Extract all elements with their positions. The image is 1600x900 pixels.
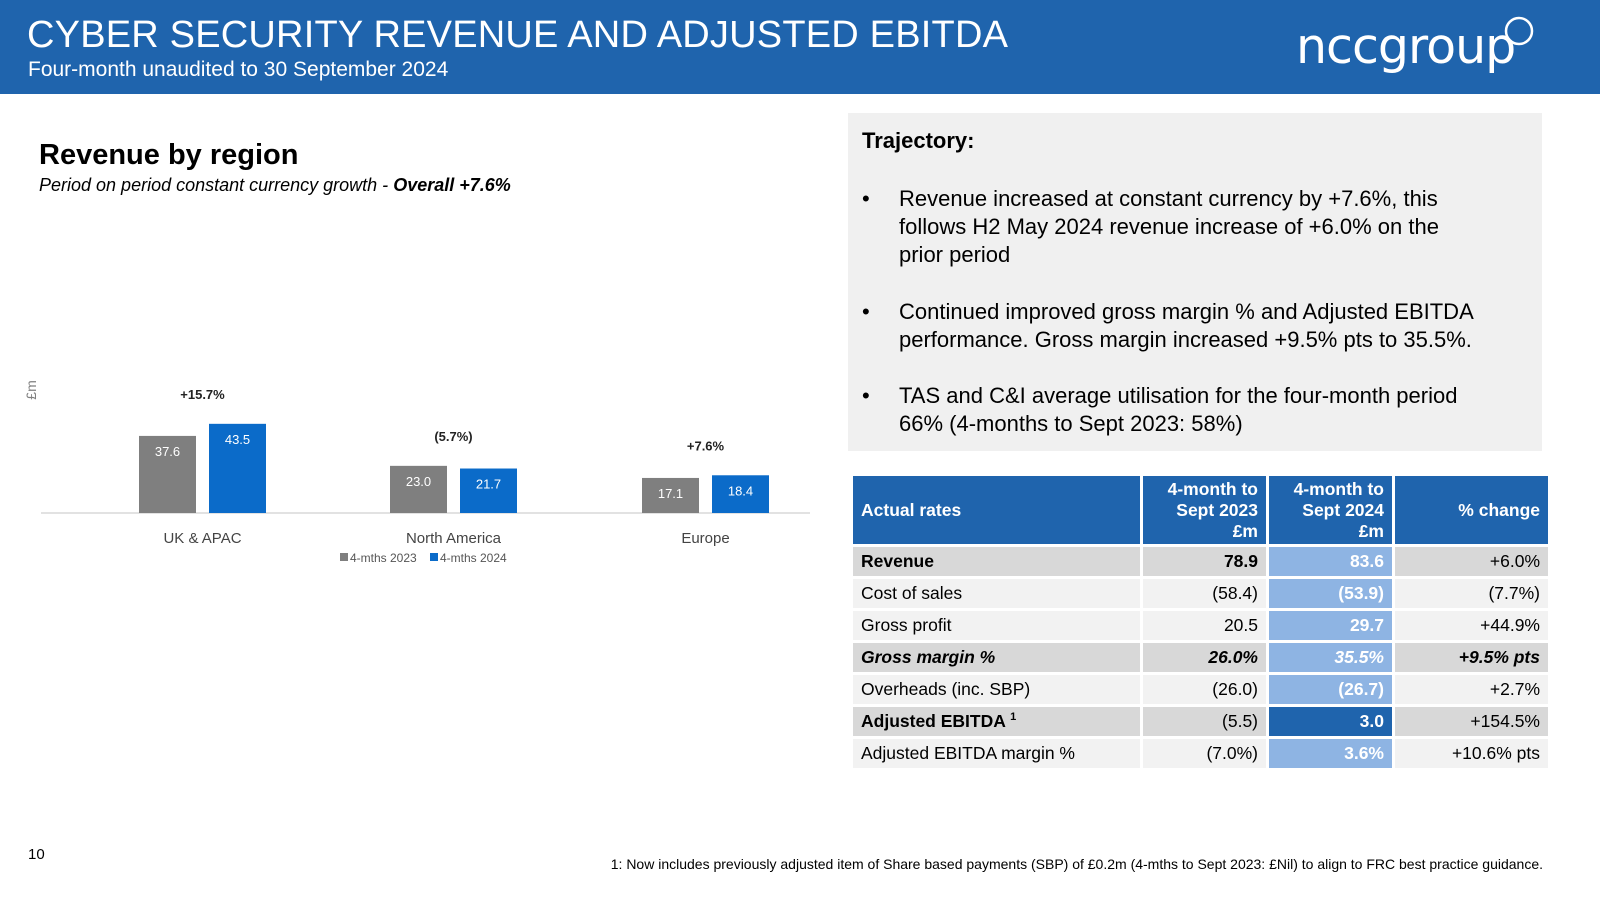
page-subtitle: Four-month unaudited to 30 September 202… xyxy=(28,58,449,81)
cell-2024: (26.7) xyxy=(1269,675,1392,704)
bullet-marker: • xyxy=(862,299,870,324)
category-label: North America xyxy=(406,530,502,547)
bullet-marker: • xyxy=(862,186,870,211)
bar-value-label: 43.5 xyxy=(225,432,250,447)
row-label-cell: Adjusted EBITDA 1 xyxy=(853,707,1140,736)
financial-table: Actual rates 4-month to Sept 2023 £m 4-m… xyxy=(850,473,1551,771)
table-header-row: Actual rates 4-month to Sept 2023 £m 4-m… xyxy=(853,476,1548,544)
bullet-text: Continued improved gross margin % and Ad… xyxy=(899,299,1473,352)
table-header-cell: Actual rates xyxy=(853,476,1140,544)
header-banner: CYBER SECURITY REVENUE AND ADJUSTED EBIT… xyxy=(0,0,1600,94)
cell-2024: 3.6% xyxy=(1269,739,1392,768)
category-label: UK & APAC xyxy=(163,530,241,547)
table-header-cell: % change xyxy=(1395,476,1548,544)
table-row: Overheads (inc. SBP) (26.0) (26.7) +2.7% xyxy=(853,675,1548,704)
bar-value-label: 17.1 xyxy=(658,486,683,501)
row-label: Adjusted EBITDA xyxy=(861,711,1006,731)
row-label: Gross margin % xyxy=(853,643,1140,672)
bar-4-mths-2023-0 xyxy=(139,435,196,513)
trajectory-title: Trajectory: xyxy=(862,128,975,153)
table-row: Adjusted EBITDA 1 (5.5) 3.0 +154.5% xyxy=(853,707,1548,736)
cell-2023: 78.9 xyxy=(1143,547,1266,576)
row-label: Overheads (inc. SBP) xyxy=(853,675,1140,704)
cell-change: +6.0% xyxy=(1395,547,1548,576)
bar-value-label: 21.7 xyxy=(476,477,501,492)
logo-swirl-icon xyxy=(1504,16,1534,46)
growth-label: +7.6% xyxy=(687,438,725,453)
cell-2024: 35.5% xyxy=(1269,643,1392,672)
cell-change: (7.7%) xyxy=(1395,579,1548,608)
cell-change: +44.9% xyxy=(1395,611,1548,640)
growth-label: +15.7% xyxy=(180,387,225,402)
table-row: Gross margin % 26.0% 35.5% +9.5% pts xyxy=(853,643,1548,672)
row-label: Cost of sales xyxy=(853,579,1140,608)
cell-2023: (7.0%) xyxy=(1143,739,1266,768)
cell-2024: 29.7 xyxy=(1269,611,1392,640)
cell-change: +9.5% pts xyxy=(1395,643,1548,672)
chart-y-axis-label: £m xyxy=(23,380,39,399)
bar-4-mths-2024-2 xyxy=(712,475,769,513)
row-label: Adjusted EBITDA margin % xyxy=(853,739,1140,768)
table-header-cell: 4-month to Sept 2024 £m xyxy=(1269,476,1392,544)
bar-value-label: 37.6 xyxy=(155,444,180,459)
revenue-by-region-chart: £m 37.6 43.5 +15.7% UK & APAC 23.0 21.7 (5.7%)… xyxy=(23,380,810,565)
bullet-text: TAS and C&I average utilisation for the … xyxy=(899,383,1458,436)
bullet-marker: • xyxy=(862,383,870,408)
bar-value-label: 18.4 xyxy=(728,483,753,498)
cell-2023: (5.5) xyxy=(1143,707,1266,736)
bar-4-mths-2024-1 xyxy=(460,468,517,513)
cell-change: +2.7% xyxy=(1395,675,1548,704)
cell-2023: (58.4) xyxy=(1143,579,1266,608)
bar-4-mths-2023-1 xyxy=(390,465,447,513)
cell-2024: (53.9) xyxy=(1269,579,1392,608)
cell-2023: 26.0% xyxy=(1143,643,1266,672)
cell-2023: (26.0) xyxy=(1143,675,1266,704)
legend-swatch xyxy=(430,553,438,561)
cell-2023: 20.5 xyxy=(1143,611,1266,640)
page-title: CYBER SECURITY REVENUE AND ADJUSTED EBIT… xyxy=(27,14,1009,56)
row-label: Revenue xyxy=(853,547,1140,576)
legend-label: 4-mths 2023 xyxy=(350,551,417,565)
bar-4-mths-2023-2 xyxy=(642,477,699,513)
logo-text: nccgroup xyxy=(1296,18,1516,75)
table-row: Revenue 78.9 83.6 +6.0% xyxy=(853,547,1548,576)
ncc-group-logo: nccgroup xyxy=(1296,14,1536,84)
footnote: 1: Now includes previously adjusted item… xyxy=(610,856,1543,872)
growth-label: (5.7%) xyxy=(434,429,472,444)
table-row: Cost of sales (58.4) (53.9) (7.7%) xyxy=(853,579,1548,608)
legend-label: 4-mths 2024 xyxy=(440,551,507,565)
table-header-cell: 4-month to Sept 2023 £m xyxy=(1143,476,1266,544)
revenue-subtitle-text: Period on period constant currency growt… xyxy=(39,175,394,195)
row-label: Gross profit xyxy=(853,611,1140,640)
legend-swatch xyxy=(340,553,348,561)
table-row: Adjusted EBITDA margin % (7.0%) 3.6% +10… xyxy=(853,739,1548,768)
cell-2024: 83.6 xyxy=(1269,547,1392,576)
cell-2024: 3.0 xyxy=(1269,707,1392,736)
page-number: 10 xyxy=(28,846,45,863)
bullet-text: Revenue increased at constant currency b… xyxy=(899,186,1439,267)
cell-change: +10.6% pts xyxy=(1395,739,1548,768)
cell-change: +154.5% xyxy=(1395,707,1548,736)
table-row: Gross profit 20.5 29.7 +44.9% xyxy=(853,611,1548,640)
revenue-title: Revenue by region xyxy=(39,139,299,171)
revenue-subtitle: Period on period constant currency growt… xyxy=(39,175,511,196)
category-label: Europe xyxy=(681,530,729,547)
trajectory-panel: Trajectory: • Revenue increased at const… xyxy=(848,113,1542,451)
bar-4-mths-2024-0 xyxy=(209,423,266,513)
bar-value-label: 23.0 xyxy=(406,474,431,489)
revenue-subtitle-overall: Overall +7.6% xyxy=(393,175,511,195)
footnote-marker: 1 xyxy=(1010,711,1017,724)
